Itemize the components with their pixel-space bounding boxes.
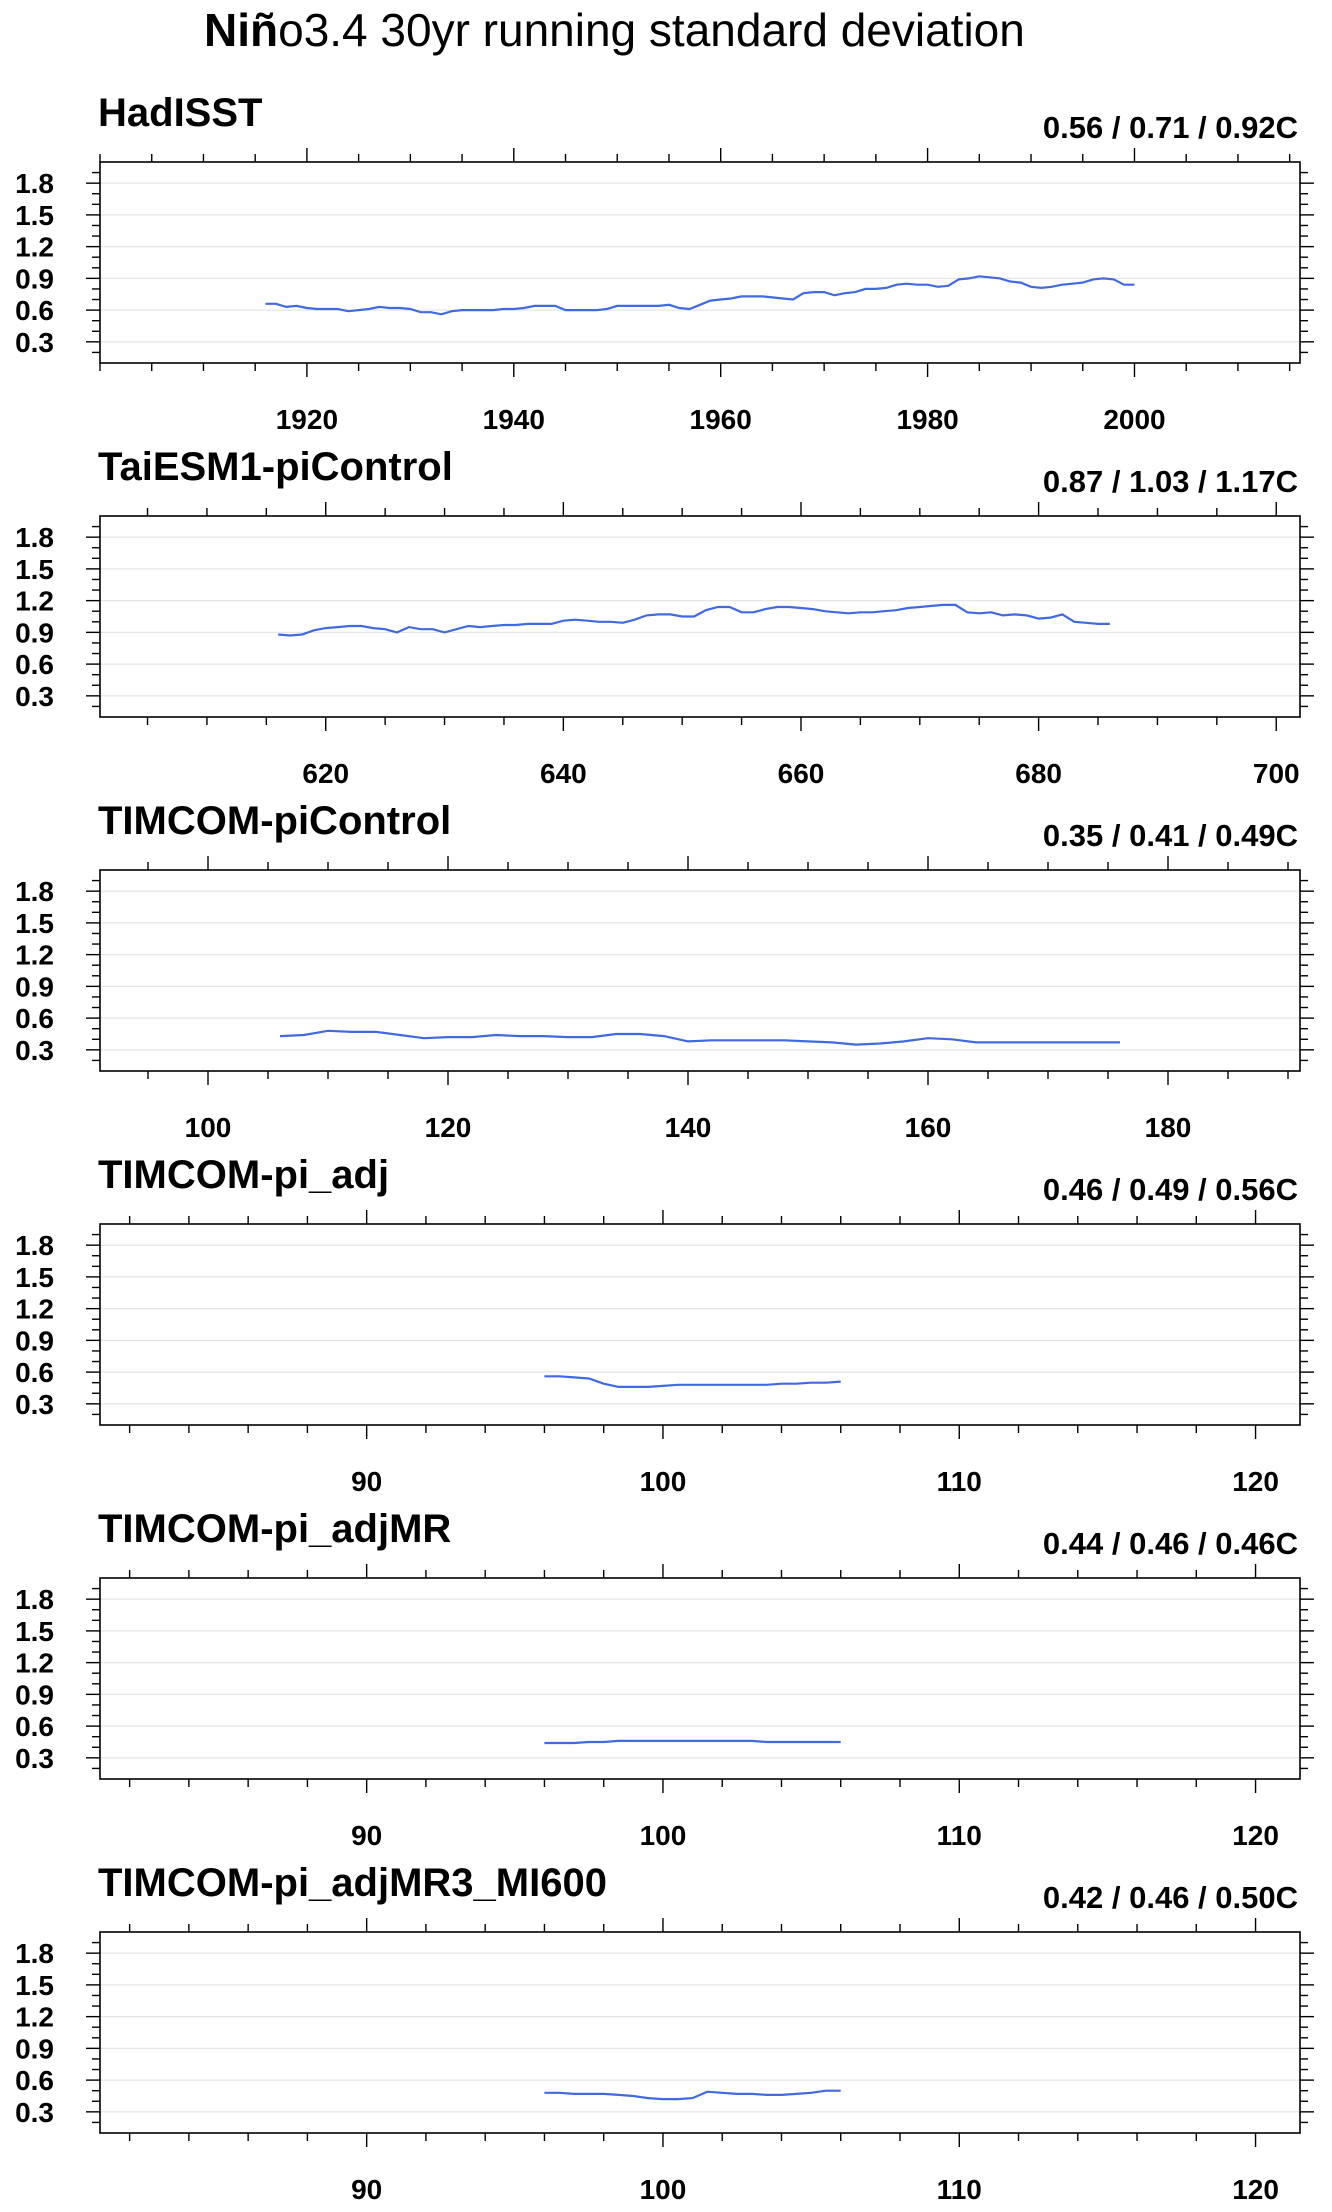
y-tick-label: 1.5 — [15, 200, 54, 231]
plot-frame — [99, 1577, 1301, 1780]
y-tick-label: 0.3 — [15, 2097, 54, 2128]
plot-frame — [99, 1223, 1301, 1426]
x-tick-label: 180 — [1145, 1112, 1192, 1143]
panel-title: TIMCOM-pi_adj — [98, 1153, 389, 1197]
y-tick-label: 1.8 — [15, 168, 54, 199]
x-tick-label: 680 — [1015, 758, 1062, 789]
x-tick-label: 120 — [1232, 1466, 1279, 1497]
y-tick-label: 1.5 — [15, 554, 54, 585]
y-tick-label: 1.2 — [15, 2002, 54, 2033]
panel-title: TIMCOM-pi_adjMR3_MI600 — [98, 1861, 607, 1905]
y-tick-label: 1.2 — [15, 232, 54, 263]
y-tick-label: 0.9 — [15, 1679, 54, 1710]
y-tick-label: 0.3 — [15, 681, 54, 712]
panel-stats: 0.35 / 0.41 / 0.49C — [1043, 818, 1298, 853]
y-tick-label: 1.8 — [15, 522, 54, 553]
x-tick-label: 160 — [905, 1112, 952, 1143]
y-tick-label: 0.3 — [15, 1743, 54, 1774]
y-tick-label: 0.9 — [15, 2033, 54, 2064]
x-tick-label: 90 — [351, 2174, 382, 2205]
x-tick-label: 100 — [640, 1820, 687, 1851]
chart-panel: TIMCOM-pi_adjMR3_MI600 0.42 / 0.46 / 0.50… — [15, 1861, 1314, 2205]
series-line — [544, 1375, 841, 1389]
plot-frame — [99, 869, 1301, 1072]
panel-stats: 0.42 / 0.46 / 0.50C — [1043, 1880, 1298, 1915]
x-tick-label: 1980 — [896, 404, 958, 435]
y-tick-label: 1.2 — [15, 940, 54, 971]
figure-title-bold: Niñ — [204, 4, 278, 56]
x-tick-label: 110 — [937, 2174, 982, 2205]
plot-frame — [99, 161, 1301, 364]
y-tick-label: 1.2 — [15, 586, 54, 617]
y-tick-label: 1.8 — [15, 1938, 54, 1969]
panel-title: HadISST — [98, 91, 262, 135]
y-tick-label: 1.5 — [15, 1970, 54, 2001]
panel-stats: 0.56 / 0.71 / 0.92C — [1043, 110, 1298, 145]
y-tick-label: 0.3 — [15, 327, 54, 358]
y-tick-label: 1.8 — [15, 1230, 54, 1261]
x-tick-label: 1940 — [483, 404, 545, 435]
x-tick-label: 100 — [640, 2174, 687, 2205]
y-tick-label: 1.8 — [15, 876, 54, 907]
y-tick-label: 0.6 — [15, 1357, 54, 1388]
x-tick-label: 100 — [640, 1466, 687, 1497]
figure-title-rest: o3.4 30yr running standard deviation — [278, 4, 1025, 56]
x-tick-label: 1960 — [690, 404, 752, 435]
y-tick-label: 0.9 — [15, 617, 54, 648]
panel-title: TaiESM1-piControl — [98, 445, 453, 489]
x-tick-label: 700 — [1253, 758, 1300, 789]
panel-title: TIMCOM-pi_adjMR — [98, 1507, 451, 1551]
y-tick-label: 0.6 — [15, 2065, 54, 2096]
panel-stats: 0.44 / 0.46 / 0.46C — [1043, 1526, 1298, 1561]
x-tick-label: 90 — [351, 1466, 382, 1497]
series-line — [544, 1739, 841, 1745]
y-tick-label: 1.8 — [15, 1584, 54, 1615]
y-tick-label: 0.6 — [15, 649, 54, 680]
x-tick-label: 620 — [302, 758, 349, 789]
y-tick-label: 1.5 — [15, 1616, 54, 1647]
x-tick-label: 100 — [185, 1112, 232, 1143]
chart-panel: HadISST 0.56 / 0.71 / 0.92C0.30.60.91.21.… — [15, 91, 1314, 435]
x-tick-label: 140 — [665, 1112, 712, 1143]
chart-panel: TaiESM1-piControl 0.87 / 1.03 / 1.17C0.30… — [15, 445, 1314, 789]
series-line — [279, 1029, 1120, 1046]
figure-title: Niño3.4 30yr running standard deviation — [204, 4, 1025, 56]
chart-panel: TIMCOM-pi_adj 0.46 / 0.49 / 0.56C 0.30.60.… — [15, 1153, 1314, 1497]
x-tick-label: 2000 — [1103, 404, 1165, 435]
chart-panel: TIMCOM-piControl 0.35 / 0.41 / 0.49C0.30.… — [15, 799, 1314, 1143]
x-tick-label: 660 — [778, 758, 825, 789]
y-tick-label: 1.2 — [15, 1648, 54, 1679]
series-line — [265, 275, 1135, 316]
y-tick-label: 1.5 — [15, 908, 54, 939]
y-tick-label: 1.2 — [15, 1294, 54, 1325]
x-tick-label: 120 — [1232, 2174, 1279, 2205]
x-tick-label: 1920 — [276, 404, 338, 435]
x-tick-label: 110 — [937, 1820, 982, 1851]
y-tick-label: 0.3 — [15, 1389, 54, 1420]
y-tick-label: 0.9 — [15, 971, 54, 1002]
plot-frame — [99, 515, 1301, 718]
y-tick-label: 0.9 — [15, 263, 54, 294]
x-tick-label: 90 — [351, 1820, 382, 1851]
x-tick-label: 120 — [1232, 1820, 1279, 1851]
panel-stats: 0.46 / 0.49 / 0.56C — [1043, 1172, 1298, 1207]
x-tick-label: 120 — [425, 1112, 472, 1143]
panels: HadISST 0.56 / 0.71 / 0.92C0.30.60.91.21.… — [15, 91, 1314, 2205]
panel-stats: 0.87 / 1.03 / 1.17C — [1043, 464, 1298, 499]
y-tick-label: 1.5 — [15, 1262, 54, 1293]
y-tick-label: 0.6 — [15, 295, 54, 326]
series-line — [544, 2089, 841, 2101]
plot-frame — [99, 1931, 1301, 2134]
y-tick-label: 0.3 — [15, 1035, 54, 1066]
series-line — [278, 603, 1110, 637]
y-tick-label: 0.6 — [15, 1711, 54, 1742]
panel-title: TIMCOM-piControl — [98, 799, 451, 843]
y-tick-label: 0.6 — [15, 1003, 54, 1034]
chart-panel: TIMCOM-pi_adjMR 0.44 / 0.46 / 0.46C 0.30.6… — [15, 1507, 1314, 1851]
y-tick-label: 0.9 — [15, 1325, 54, 1356]
x-tick-label: 110 — [937, 1466, 982, 1497]
x-tick-label: 640 — [540, 758, 587, 789]
